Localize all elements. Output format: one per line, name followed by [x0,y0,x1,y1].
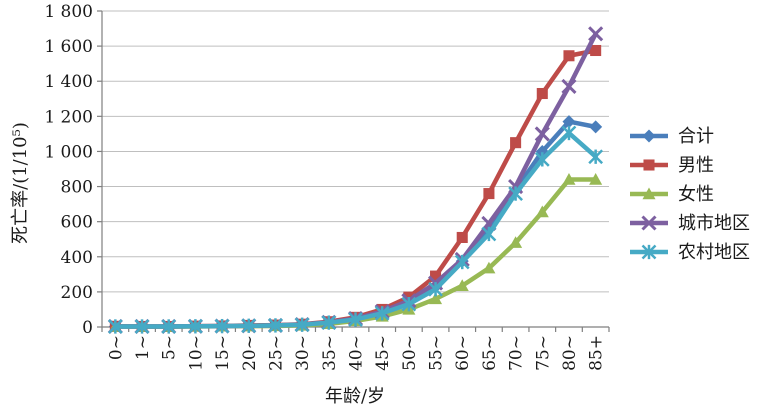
data-point [107,319,123,334]
data-point [534,151,550,167]
data-point [588,149,604,165]
data-point [589,120,603,134]
x-tick-label: 50~ [400,335,420,371]
y-tick-label: 1 800 [44,2,93,22]
y-axis-title: 死亡率/(1/10⁵) [10,122,31,244]
legend-item: 农村地区 [630,242,750,263]
legend-item: 城市地区 [630,213,750,234]
data-point [321,315,337,330]
data-point [641,215,657,231]
series-0 [108,115,603,333]
x-tick-label: 35~ [320,335,340,371]
data-point [481,226,497,242]
data-point [454,254,470,270]
data-point [535,205,549,218]
data-point [428,281,443,297]
data-point [508,186,523,201]
data-point [214,318,230,334]
x-tick-label: 65~ [480,335,500,371]
x-tick-label: 45~ [373,335,393,371]
data-point [456,231,468,243]
series-line [113,130,598,329]
x-tick-label: 20~ [240,335,260,371]
data-point [241,318,257,334]
data-point [509,236,523,248]
data-point [642,129,656,143]
y-axis-ticks: 0 200 400 600 800 1 000 1 200 1 400 1 600 1 800 [44,2,102,338]
y-tick-label: 1 000 [44,142,93,162]
data-point [161,319,177,334]
legend-label: 合计 [678,126,714,147]
x-tick-label: 70~ [507,335,527,371]
data-point [401,296,417,312]
gridlines [102,10,609,293]
data-point [188,318,203,334]
data-point [534,126,550,142]
series-4 [107,125,604,334]
x-tick-label: 60~ [453,335,473,371]
data-point [562,173,576,185]
series-line [113,177,598,329]
legend-item: 男性 [630,155,714,176]
y-tick-label: 1 600 [44,37,93,57]
data-point [536,87,548,100]
legend-label: 女性 [678,184,714,205]
data-point [642,187,656,200]
series-2 [108,173,603,332]
series-group [107,26,604,335]
x-tick-label: 10~ [186,335,206,371]
data-point [563,50,575,62]
x-axis-ticks: 0~ 1~ 5~ 10~ 15~ 20~ 25~ 30~ 35~ 40~ 45~ 50~ 55~ 60~ 6… [101,327,610,371]
x-axis-title: 年龄/岁 [325,386,385,407]
x-tick-label: 1~ [133,335,153,360]
data-point [588,26,604,42]
data-point [590,44,602,57]
data-point [429,292,443,305]
data-point [374,305,390,321]
y-tick-label: 1 200 [44,107,93,127]
x-tick-label: 15~ [213,335,233,371]
legend-label: 城市地区 [678,213,750,234]
x-tick-label: 5~ [160,335,180,360]
y-tick-label: 200 [61,283,93,303]
x-tick-label: 80~ [560,335,580,371]
y-tick-label: 600 [61,213,93,233]
series-line [113,119,598,329]
data-point [561,78,577,95]
data-point [482,261,496,274]
x-tick-label: 30~ [293,335,313,371]
x-tick-label: 55~ [427,335,447,371]
x-tick-label: 85+ [587,335,607,371]
legend-label: 男性 [678,155,714,176]
data-point [561,125,577,141]
data-point [294,317,310,333]
y-tick-label: 0 [82,318,93,338]
x-tick-label: 0~ [106,335,126,360]
data-point [430,270,442,282]
data-point [483,188,495,200]
legend-item: 女性 [630,184,714,205]
data-point [455,279,469,291]
y-tick-label: 400 [61,248,93,268]
x-tick-label: 25~ [266,335,286,371]
y-tick-label: 800 [61,178,93,198]
data-point [134,319,150,334]
data-point [641,244,657,260]
data-point [589,173,603,185]
data-point [643,159,655,171]
data-point [562,115,576,129]
x-tick-label: 40~ [347,335,367,371]
series-line [113,48,598,329]
x-tick-label: 75~ [533,335,553,371]
data-point [348,312,363,327]
y-tick-label: 1 400 [44,72,93,92]
legend-label: 农村地区 [678,242,750,263]
data-point [510,137,522,149]
legend-item: 合计 [630,126,714,147]
data-point [268,318,283,333]
series-1 [109,44,602,332]
